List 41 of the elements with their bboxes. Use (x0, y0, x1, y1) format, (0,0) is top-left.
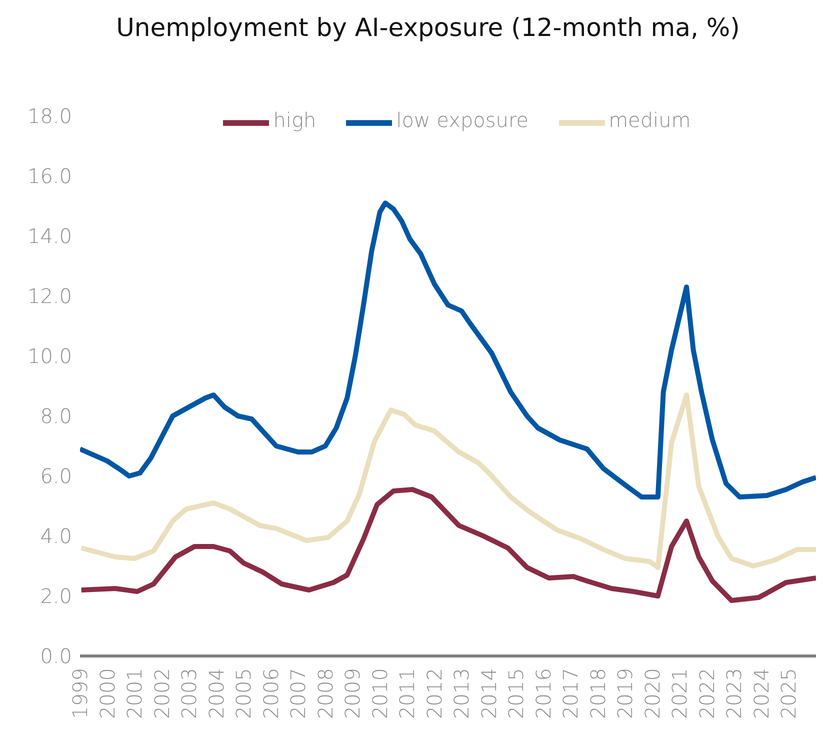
x-tick-label: 2025 (776, 668, 801, 719)
x-tick-label: 2015 (504, 668, 528, 719)
x-tick-label: 2011 (395, 668, 420, 719)
y-tick-label: 2.0 (40, 584, 72, 608)
x-tick-label: 2016 (531, 668, 556, 719)
x-tick-label: 2007 (286, 668, 310, 719)
x-tick-label: 2018 (586, 668, 610, 719)
y-tick-label: 0.0 (40, 644, 72, 668)
chart-title: Unemployment by AI-exposure (12-month ma, %) (115, 12, 741, 44)
x-tick-label: 2006 (258, 668, 283, 719)
y-tick-label: 12.0 (27, 284, 72, 308)
x-tick-label: 2010 (368, 668, 392, 719)
legend-label: low exposure (396, 108, 529, 132)
y-tick-label: 4.0 (40, 524, 72, 548)
x-tick-label: 2003 (177, 668, 202, 719)
y-tick-label: 8.0 (40, 404, 72, 428)
x-tick-label: 2021 (668, 668, 692, 719)
x-tick-label: 2004 (204, 668, 228, 719)
x-tick-label: 2014 (476, 668, 501, 719)
x-tick-label: 2012 (422, 668, 446, 719)
x-tick-label: 2000 (95, 668, 120, 719)
x-tick-label: 2019 (613, 668, 638, 719)
y-tick-label: 16.0 (27, 164, 72, 188)
x-tick-label: 1999 (68, 668, 92, 719)
x-tick-label: 2001 (122, 668, 147, 719)
x-tick-label: 2013 (450, 668, 474, 719)
y-tick-label: 14.0 (27, 224, 72, 248)
x-tick-label: 2024 (749, 668, 774, 719)
x-tick-label: 2020 (640, 668, 664, 719)
legend-label: medium (608, 108, 691, 132)
x-tick-label: 2009 (340, 668, 365, 719)
y-tick-label: 6.0 (40, 464, 72, 488)
x-tick-label: 2023 (722, 668, 746, 719)
x-tick-label: 2008 (313, 668, 338, 719)
x-tick-label: 2022 (694, 668, 719, 719)
x-tick-label: 2017 (558, 668, 583, 719)
x-tick-label: 2002 (150, 668, 174, 719)
y-tick-label: 10.0 (27, 344, 72, 368)
y-tick-label: 18.0 (27, 104, 72, 128)
legend-label: high (273, 108, 316, 132)
x-tick-label: 2005 (232, 668, 256, 719)
